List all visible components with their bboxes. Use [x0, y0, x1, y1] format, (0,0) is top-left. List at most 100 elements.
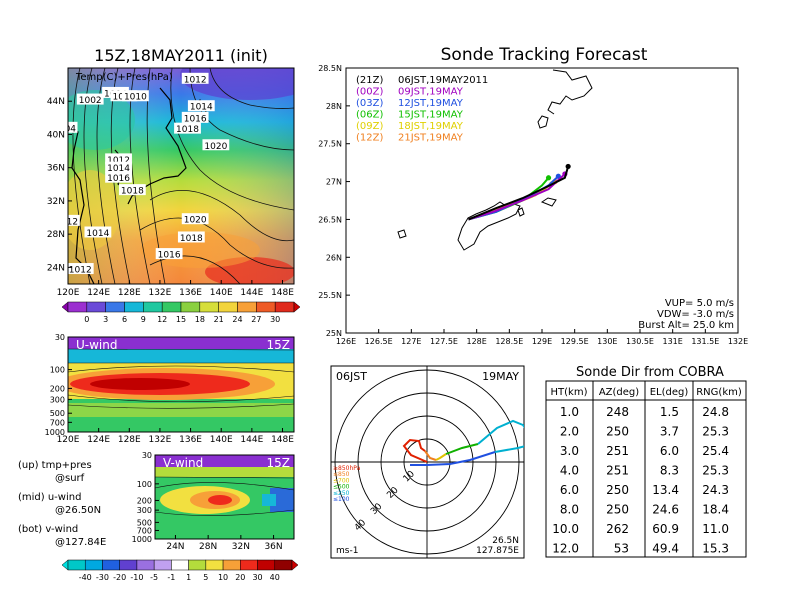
- temp-colorbar-label: 30: [270, 315, 280, 324]
- table-cell: 24.3: [702, 483, 729, 497]
- v-wind-label: V-wind: [163, 456, 203, 470]
- polar-level-legend: ≥850hPa≤850≤700≤500≤250≤100: [333, 465, 361, 503]
- wind-colorbar-box: [257, 559, 276, 571]
- map-lon-tick-label: 124E: [87, 288, 110, 298]
- wind-colorbar-box: [84, 559, 103, 571]
- track-endpoint: [565, 163, 571, 170]
- temp-colorbar-box: [218, 301, 238, 313]
- pressure-tick-label: 100: [137, 480, 152, 489]
- temp-colorbar-box: [105, 301, 125, 313]
- legend-code: (12Z): [356, 133, 383, 144]
- track-lat-tick-label: 26N: [326, 253, 342, 262]
- map-lon-tick-label: 144E: [240, 288, 263, 298]
- temp-colorbar-box: [161, 301, 182, 313]
- pressure-contour-label: 1010: [124, 93, 147, 103]
- temp-colorbar-label: 18: [195, 315, 205, 324]
- track-endpoint: [545, 175, 552, 181]
- pressure-contour-label: 1018: [121, 187, 144, 197]
- wind-colorbar-box: [153, 559, 172, 571]
- pressure-tick-label: 100: [50, 366, 65, 375]
- legend-time: 18JST,19MAY: [398, 121, 464, 132]
- wind-colorbar-label: -40: [79, 573, 92, 582]
- wind-colorbar-box: [171, 559, 189, 571]
- u-wind-label: U-wind: [76, 338, 117, 352]
- wind-colorbar-box: [67, 559, 86, 571]
- pressure-label-bg: [105, 153, 132, 165]
- pressure-contour-label: 1014: [107, 164, 130, 174]
- hodograph-segment: [477, 419, 524, 453]
- legend-code: (06Z): [356, 110, 383, 121]
- pressure-label-bg: [202, 139, 230, 151]
- map-lon-tick-label: 128E: [118, 288, 141, 298]
- note-bot-line1: (bot) v-wind: [18, 524, 78, 535]
- wind-colorbar-label: 10: [218, 573, 228, 582]
- polar-level-label: ≤700: [333, 477, 350, 484]
- tracking-legend: (21Z) 06JST,19MAY2011 (00Z) 09JST,19MAY (03Z…: [356, 75, 488, 144]
- map-lon-ticks: 120E 124E 128E 132E 136E 140E 144E 148E: [57, 280, 294, 298]
- pressure-tick-label: 1000: [132, 535, 152, 544]
- pressure-label-bg: [68, 214, 80, 226]
- pressure-tick-label: 1000: [45, 428, 65, 437]
- table-cell: 248: [606, 405, 629, 419]
- table-header-cell: HT(km): [551, 387, 588, 398]
- hodograph-segment: [402, 438, 428, 463]
- table-cell: 12.0: [552, 542, 579, 556]
- map-lat-ticks: 44N 40N 36N 32N 28N 24N: [47, 97, 72, 273]
- pressure-contour-label: 1012: [107, 156, 130, 166]
- polar-level-label: ≤250: [333, 490, 350, 497]
- temp-colorbar-label: 6: [122, 315, 127, 324]
- pressure-label-bg: [155, 248, 183, 260]
- pressure-label-bg: [122, 90, 149, 102]
- table-cell: 3.7: [660, 425, 679, 439]
- wind-colorbar-box: [102, 559, 120, 571]
- u-lon-tick-label: 124E: [87, 435, 110, 445]
- temp-colorbar-label: 9: [141, 315, 146, 324]
- wind-colorbar-box: [136, 559, 155, 571]
- table-cell: 250: [606, 503, 629, 517]
- wind-colorbar-label: 40: [270, 573, 280, 582]
- wind-colorbar-box: [188, 559, 207, 571]
- v-wind-plot: [155, 455, 294, 539]
- pressure-tick-label: 500: [137, 518, 152, 527]
- note-mid-line2: @26.50N: [55, 505, 101, 516]
- u-lon-tick-label: 128E: [118, 435, 141, 445]
- note-up-line1: (up) tmp+pres: [18, 460, 92, 471]
- hodograph-segment: [410, 451, 496, 466]
- tracking-params: VUP= 5.0 m/s VDW= -3.0 m/s Burst Alt= 25…: [638, 298, 734, 331]
- pressure-label-bg: [105, 161, 132, 173]
- wind-colorbar-label: 1: [186, 573, 191, 582]
- temp-colorbar-box: [180, 301, 201, 313]
- track-lon-tick-label: 128E: [467, 337, 487, 346]
- temp-colorbar-box: [256, 301, 276, 313]
- v-lat-tick-label: 28N: [199, 542, 217, 552]
- track-lat-tick-label: 25.5N: [318, 291, 342, 300]
- pressure-contour-label: 1002: [79, 96, 102, 106]
- temp-colorbar-box: [143, 301, 163, 313]
- u-lon-tick-label: 148E: [271, 435, 294, 445]
- table-cell: 250: [606, 483, 629, 497]
- pressure-tick-label: 200: [50, 384, 65, 393]
- pressure-contour-label: 1014: [190, 103, 213, 113]
- polar-level-label: ≤100: [333, 496, 350, 503]
- pressure-contour-label: 1016: [184, 114, 207, 124]
- temp-colorbar-label: 12: [157, 315, 167, 324]
- v-lat-tick-label: 36N: [264, 542, 282, 552]
- pressure-contour-label: 1020: [204, 142, 227, 152]
- track-lat-tick-label: 26.5N: [318, 215, 342, 224]
- u-wind-plot: [68, 337, 294, 432]
- track-lat-tick-label: 28.5N: [318, 64, 342, 73]
- table-title: Sonde Dir from COBRA: [576, 365, 724, 380]
- pressure-label-bg: [177, 231, 205, 243]
- legend-time: 06JST,19MAY2011: [398, 75, 488, 86]
- map-lon-tick-label: 140E: [210, 288, 233, 298]
- temp-colorbar-label: 3: [103, 315, 108, 324]
- table-cell: 24.8: [702, 405, 729, 419]
- map-field-label: Temp(C)+Pres(hPa): [75, 72, 173, 83]
- table-cell: 18.4: [702, 503, 729, 517]
- tracking-lon-ticks: 126E 126.5E 127E 127.5E 128E 128.5E 129E 129.5E…: [336, 329, 748, 346]
- map-lon-tick-label: 136E: [179, 288, 202, 298]
- polar-lat-label: 26.5N: [492, 536, 519, 546]
- pressure-tick-label: 300: [137, 506, 152, 515]
